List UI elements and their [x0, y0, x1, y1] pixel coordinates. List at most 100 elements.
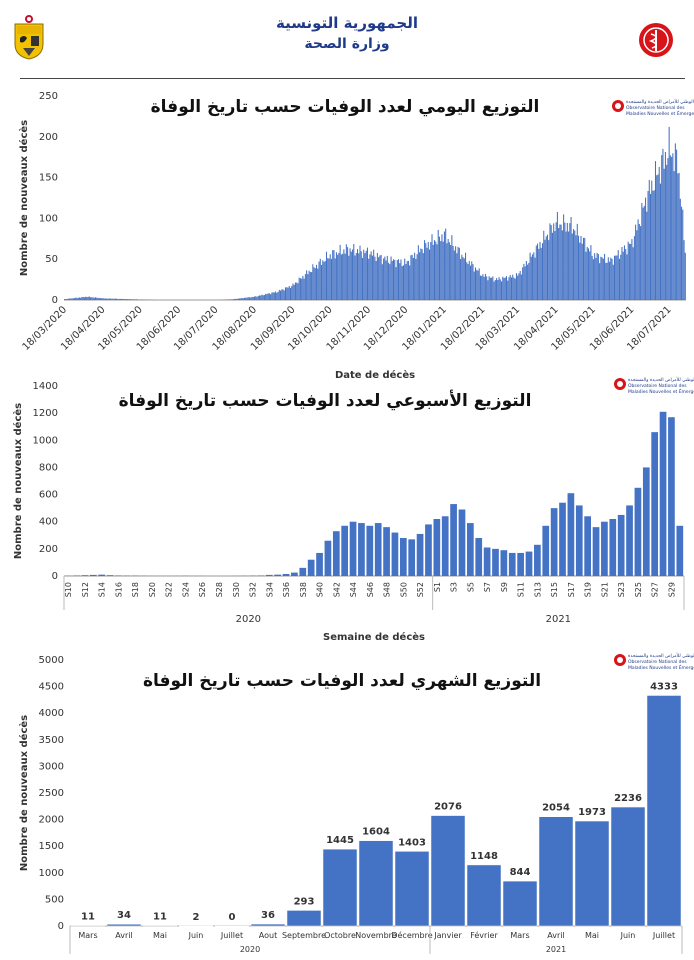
monthly-bar-value-label: 2: [193, 912, 200, 923]
y-tick-label: 150: [39, 173, 58, 184]
monthly-bar-value-label: 36: [261, 910, 275, 921]
monthly-x-tick-label: Janvier: [433, 931, 462, 940]
y-tick-label: 2500: [39, 788, 64, 799]
weekly-x-tick-label: S29: [667, 582, 676, 597]
y-tick-label: 1400: [33, 381, 58, 392]
onmne-line2-text: Maladies Nouvelles et Émergentes: [626, 109, 694, 117]
weekly-x-tick-label: S42: [332, 582, 341, 597]
weekly-bar: [433, 519, 441, 576]
monthly-bar: [610, 806, 646, 927]
weekly-bar: [358, 523, 365, 576]
weekly-bar: [609, 519, 617, 576]
weekly-bar: [467, 523, 474, 576]
y-tick-label: 0: [58, 921, 64, 932]
y-tick-label: 0: [52, 295, 58, 306]
monthly-x-tick-label: Aout: [259, 931, 277, 940]
weekly-bar: [567, 493, 575, 576]
weekly-bar: [508, 552, 516, 576]
onmne-line1-text: Observatoire National des: [628, 659, 687, 665]
monthly-bar-value-label: 1445: [326, 835, 354, 846]
y-tick-label: 500: [45, 894, 64, 905]
weekly-x-tick-label: S36: [282, 582, 291, 597]
y-tick-label: 1000: [33, 435, 58, 446]
daily-deaths-chart: التوزيع اليومي لعدد الوفيات حسب تاريخ ال…: [18, 91, 694, 381]
monthly-chart-title: التوزيع الشهري لعدد الوفيات حسب تاريخ ال…: [143, 671, 541, 691]
weekly-bar: [475, 538, 483, 576]
daily-x-axis-label: Date de décès: [335, 369, 415, 381]
onmne-arabic-text: المرصد الوطني للأمراض الجديدة والمستجدة: [626, 98, 694, 105]
weekly-bar: [106, 575, 114, 576]
y-tick-label: 100: [39, 213, 58, 224]
monthly-bar: [106, 923, 142, 927]
weekly-bar: [550, 508, 558, 576]
weekly-x-tick-label: S34: [265, 582, 274, 597]
weekly-bar: [592, 527, 600, 576]
monthly-x-tick-label: Avril: [547, 931, 564, 940]
weekly-x-tick-label: S10: [64, 582, 73, 597]
y-tick-label: 200: [39, 544, 58, 555]
onmne-line2-text: Maladies Nouvelles et Émergentes: [628, 387, 694, 395]
weekly-bar: [525, 551, 533, 576]
onmne-line2-text: Maladies Nouvelles et Émergentes: [628, 663, 694, 671]
monthly-bar-value-label: 1403: [398, 837, 426, 848]
weekly-bar: [441, 516, 449, 576]
weekly-x-tick-label: S52: [416, 582, 425, 597]
onmne-line1-text: Observatoire National des: [626, 105, 685, 111]
y-tick-label: 250: [39, 91, 58, 102]
weekly-bar: [341, 525, 349, 576]
y-tick-label: 1200: [33, 408, 58, 419]
monthly-bar-value-label: 34: [117, 910, 131, 921]
daily-chart-title: التوزيع اليومي لعدد الوفيات حسب تاريخ ال…: [151, 97, 540, 117]
monthly-x-tick-label: Octobre: [324, 931, 356, 940]
monthly-x-tick-label: Mai: [585, 931, 599, 940]
weekly-bar: [383, 527, 390, 576]
onmne-logo-icon: المرصد الوطني للأمراض الجديدة والمستجدةO…: [614, 376, 694, 395]
monthly-bar: [250, 923, 286, 927]
weekly-x-tick-label: S21: [600, 582, 609, 597]
y-tick-label: 3000: [39, 761, 64, 772]
y-tick-label: 400: [39, 517, 58, 528]
weekly-x-axis-label: Semaine de décès: [323, 631, 425, 643]
weekly-bar: [425, 524, 432, 576]
monthly-bar: [70, 925, 106, 927]
weekly-bar: [81, 575, 89, 576]
monthly-x-tick-label: Avril: [115, 931, 132, 940]
y-tick-label: 0: [52, 571, 58, 582]
weekly-bar: [642, 467, 650, 576]
weekly-bar: [601, 521, 608, 576]
header-divider: [20, 78, 685, 79]
weekly-x-tick-label: S40: [316, 582, 325, 597]
weekly-x-tick-label: S13: [533, 582, 542, 597]
monthly-year-label: 2020: [240, 945, 260, 954]
weekly-x-tick-label: S25: [634, 582, 643, 597]
weekly-bar: [274, 574, 281, 576]
monthly-bar: [322, 848, 358, 927]
y-tick-label: 1000: [39, 868, 64, 879]
monthly-bar-value-label: 4333: [650, 681, 678, 692]
y-tick-label: 3500: [39, 735, 64, 746]
monthly-bar: [286, 910, 322, 927]
weekly-bar: [408, 539, 416, 576]
weekly-bar: [366, 525, 374, 576]
weekly-bar: [316, 552, 323, 576]
y-tick-label: 4500: [39, 682, 64, 693]
weekly-chart-title: التوزيع الأسبوعي لعدد الوفيات حسب تاريخ …: [119, 390, 532, 411]
weekly-bar: [575, 505, 583, 576]
weekly-bar: [500, 550, 508, 576]
weekly-bar: [651, 432, 659, 576]
weekly-bar: [265, 574, 273, 576]
y-tick-label: 5000: [39, 655, 64, 666]
weekly-x-tick-label: S12: [81, 582, 90, 597]
monthly-bar-value-label: 11: [153, 911, 167, 922]
weekly-bar: [626, 505, 633, 576]
weekly-x-tick-label: S27: [651, 582, 660, 597]
weekly-bar: [542, 525, 550, 576]
weekly-x-tick-label: S20: [148, 582, 157, 597]
monthly-bar: [466, 864, 502, 927]
monthly-bar-value-label: 11: [81, 911, 95, 922]
monthly-bar-value-label: 293: [294, 896, 315, 907]
onmne-logo-icon: المرصد الوطني للأمراض الجديدة والمستجدةO…: [612, 98, 694, 117]
monthly-bar-value-label: 844: [510, 867, 531, 878]
weekly-x-tick-label: S50: [399, 582, 408, 597]
weekly-bar: [282, 573, 290, 576]
